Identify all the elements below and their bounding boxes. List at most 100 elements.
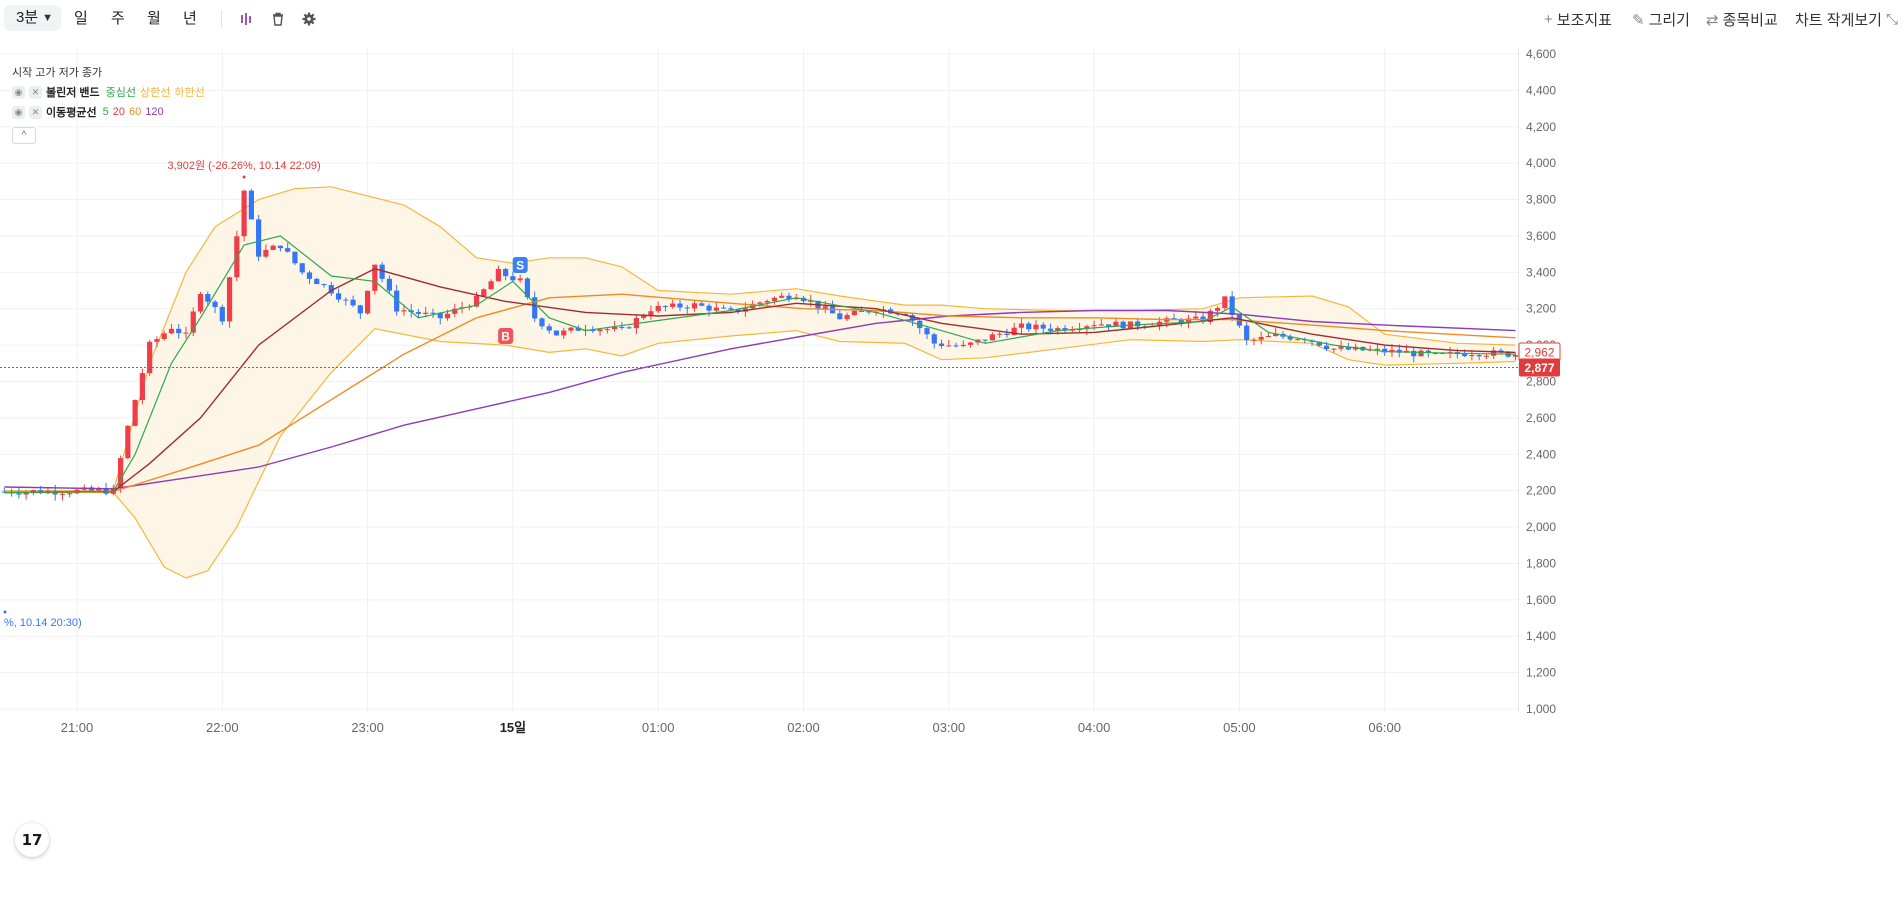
y-tick-label: 1,800 (1526, 556, 1556, 570)
candle-body (328, 285, 334, 294)
candle-body (1338, 346, 1344, 349)
candle-body (1418, 350, 1424, 357)
y-tick-label: 2,200 (1526, 484, 1556, 498)
chart-toolbar: 3분 ▼ 일 주 월 년 + 보조지표 ✎ 그리기 ⇄ 종목비교 차트 작게보기… (0, 0, 1904, 38)
candle-body (125, 425, 131, 459)
candle-type-icon[interactable] (236, 9, 256, 29)
candle-body (859, 310, 865, 312)
sell-marker (512, 257, 528, 274)
candle-body (1462, 354, 1468, 357)
candle-body (1011, 327, 1017, 335)
eye-icon[interactable]: ◉ (12, 105, 25, 119)
candle-body (212, 301, 218, 307)
candle-body (372, 264, 378, 291)
y-tick-label: 1,600 (1526, 593, 1556, 607)
candle-body (503, 268, 509, 277)
candle-body (626, 327, 632, 329)
candle-body (430, 312, 436, 314)
y-tick-label: 2,800 (1526, 375, 1556, 389)
draw-button[interactable]: ✎ 그리기 (1632, 9, 1690, 30)
candle-body (837, 313, 843, 320)
candle-body (30, 490, 37, 493)
ma5-line (4, 235, 1516, 494)
close-icon[interactable]: ✕ (29, 105, 42, 119)
compare-icon: ⇄ (1706, 11, 1719, 29)
candle-body (1294, 339, 1301, 341)
candle-body (277, 245, 284, 249)
candle-body (1091, 325, 1097, 327)
candle-body (335, 293, 342, 300)
legend-collapse-button[interactable]: ^ (12, 127, 36, 144)
candle-body (546, 326, 552, 331)
buy-marker-label: B (501, 330, 510, 344)
interval-select[interactable]: 3분 ▼ (4, 5, 62, 31)
tradingview-logo[interactable]: 17 (15, 823, 49, 857)
candle-body (16, 493, 22, 495)
x-tick-label: 03:00 (933, 720, 966, 735)
candle-body (1323, 345, 1330, 349)
period-year-button[interactable]: 년 (183, 10, 197, 27)
candle-body (1120, 321, 1126, 329)
bb-upper-label: 상한선 (140, 87, 171, 99)
chevron-down-icon: ▼ (42, 12, 54, 24)
ohlc-legend: 시작 고가 저가 종가 (12, 67, 103, 79)
bb-lower-label: 하한선 (174, 87, 205, 99)
ma-name: 이동평균선 (46, 107, 97, 119)
candle-body (779, 295, 785, 298)
candle-body (1469, 355, 1475, 357)
period-day-button[interactable]: 일 (74, 10, 88, 27)
period-month-button[interactable]: 월 (147, 10, 161, 27)
shrink-chart-label: 차트 작게보기 (1795, 12, 1882, 29)
candle-body (553, 330, 560, 336)
candle-body (728, 308, 734, 310)
candle-body (23, 492, 29, 495)
candle-body (488, 281, 494, 290)
close-icon[interactable]: ✕ (29, 85, 42, 99)
candle-body (1055, 328, 1061, 331)
candle-body (1483, 355, 1490, 357)
ma60-label: 60 (128, 106, 142, 118)
ma5-label: 5 (102, 106, 109, 118)
candle-body (1026, 323, 1032, 330)
candle-body (1047, 328, 1054, 331)
candle-body (757, 302, 763, 304)
shrink-chart-button[interactable]: 차트 작게보기 ⤡ (1795, 9, 1898, 30)
candle-body (117, 458, 124, 488)
candle-body (655, 306, 661, 312)
plus-icon: + (1544, 11, 1553, 28)
y-tick-label: 3,800 (1526, 193, 1556, 207)
candle-body (386, 278, 392, 291)
candle-body (437, 312, 443, 319)
candle-body (786, 295, 792, 300)
candle-body (524, 278, 531, 298)
bb-middle-label: 중심선 (105, 87, 137, 99)
candle-body (226, 277, 233, 322)
indicator-label: 보조지표 (1556, 12, 1612, 29)
period-week-button[interactable]: 주 (111, 10, 125, 27)
y-tick-label: 1,400 (1526, 629, 1556, 643)
candle-body (1345, 346, 1351, 350)
low-price-annotation: %, 10.14 20:30) (4, 617, 82, 629)
candle-body (1432, 352, 1439, 354)
sell-marker-label: S (516, 259, 524, 273)
eye-icon[interactable]: ◉ (12, 85, 25, 99)
candle-body (1498, 350, 1504, 352)
candle-body (931, 334, 937, 344)
trash-icon[interactable] (268, 9, 288, 29)
candle-body (1033, 324, 1039, 330)
gear-icon[interactable] (299, 9, 319, 29)
candle-body (764, 301, 770, 303)
compare-button[interactable]: ⇄ 종목비교 (1706, 9, 1778, 30)
indicator-button[interactable]: + 보조지표 (1544, 9, 1612, 30)
high-marker (242, 175, 246, 179)
candle-body (183, 332, 189, 334)
candle-body (1476, 355, 1482, 357)
y-tick-label: 1,200 (1526, 666, 1556, 680)
candle-body (720, 307, 727, 309)
candle-body (597, 329, 603, 332)
candle-body (1215, 308, 1221, 311)
candle-body (205, 293, 211, 302)
candle-body (1106, 324, 1112, 327)
candle-body (568, 327, 574, 331)
